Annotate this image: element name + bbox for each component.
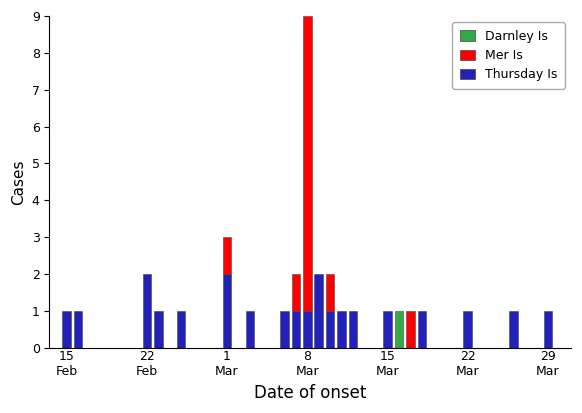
Y-axis label: Cases: Cases bbox=[11, 159, 26, 204]
Bar bbox=[418, 311, 426, 348]
Bar bbox=[326, 311, 335, 348]
Bar bbox=[303, 311, 311, 348]
Bar bbox=[349, 311, 357, 348]
Bar bbox=[383, 311, 392, 348]
Bar bbox=[303, 16, 311, 311]
Bar bbox=[544, 311, 552, 348]
Bar bbox=[292, 274, 300, 311]
Bar bbox=[338, 311, 346, 348]
Legend: Darnley Is, Mer Is, Thursday Is: Darnley Is, Mer Is, Thursday Is bbox=[452, 22, 565, 89]
Bar bbox=[292, 311, 300, 348]
Bar bbox=[509, 311, 518, 348]
Bar bbox=[62, 311, 71, 348]
Bar bbox=[154, 311, 162, 348]
Bar bbox=[406, 311, 415, 348]
Bar bbox=[223, 237, 231, 274]
Bar bbox=[463, 311, 472, 348]
Bar bbox=[143, 274, 151, 348]
Bar bbox=[246, 311, 254, 348]
X-axis label: Date of onset: Date of onset bbox=[254, 384, 366, 402]
Bar bbox=[223, 274, 231, 348]
Bar bbox=[74, 311, 82, 348]
Bar bbox=[280, 311, 289, 348]
Bar bbox=[326, 274, 335, 311]
Bar bbox=[177, 311, 186, 348]
Bar bbox=[314, 274, 323, 348]
Bar bbox=[395, 311, 403, 348]
